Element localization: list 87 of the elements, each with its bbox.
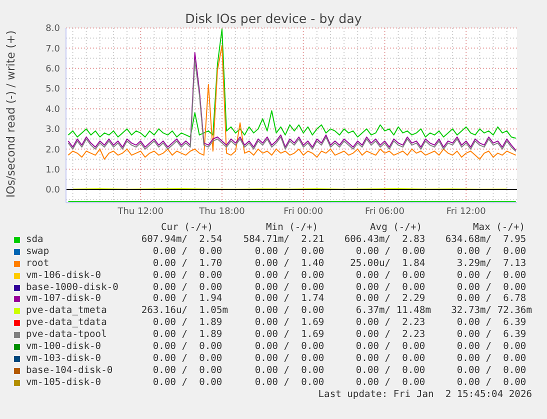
- text: 0.00 / 1.70: [152, 258, 222, 270]
- text: 0.00 / 0.00: [254, 341, 324, 353]
- x-tick-label: Fri 00:00: [284, 206, 324, 217]
- chart-title: Disk IOs per device - by day: [185, 11, 362, 26]
- text: 0.00 / 0.00: [152, 246, 222, 258]
- legend-label: vm-105-disk-0: [26, 376, 102, 389]
- y-tick-label: 0.0: [46, 186, 60, 196]
- text: 0.00 / 0.00: [456, 376, 526, 389]
- y-tick-label: 3.0: [46, 125, 60, 136]
- text: 0.00 / 0.00: [152, 270, 222, 282]
- x-tick-label: Fri 12:00: [446, 206, 486, 217]
- text: 25.00u/ 1.84: [350, 258, 426, 270]
- text: 0.00 / 0.00: [456, 246, 526, 258]
- text: 0.00 / 0.00: [456, 282, 526, 294]
- text: 3.29m/ 7.13: [456, 258, 526, 270]
- text: 0.00 / 1.74: [254, 293, 324, 306]
- text: 0.00 / 1.94: [152, 293, 222, 306]
- text: 0.00 / 0.00: [356, 282, 426, 294]
- text: 584.71m/ 2.21: [243, 234, 324, 246]
- text: 0.00 / 1.89: [152, 317, 222, 330]
- y-tick-label: 7.0: [46, 44, 60, 54]
- text: 0.00 / 0.00: [254, 270, 324, 282]
- y-tick-label: 6.0: [46, 64, 60, 75]
- text: 0.00 / 0.00: [456, 352, 526, 365]
- text: 0.00 / 0.00: [254, 376, 324, 389]
- text: 0.00 / 0.00: [356, 270, 426, 282]
- text: 0.00 / 6.39: [456, 317, 526, 330]
- text: 0.00 / 0.00: [356, 246, 426, 258]
- text: Avg (-/+): [370, 222, 422, 234]
- text: 0.00 / 0.00: [456, 364, 526, 377]
- y-tick-label: 8.0: [46, 24, 60, 34]
- text: 0.00 / 0.00: [254, 305, 324, 318]
- text: 0.00 / 1.69: [254, 329, 324, 342]
- legend-label: base-104-disk-0: [26, 364, 113, 377]
- text: 0.00 / 0.00: [254, 352, 324, 365]
- legend-label: vm-106-disk-0: [26, 270, 102, 282]
- text: 0.00 / 1.69: [254, 317, 324, 330]
- x-tick-label: Fri 06:00: [364, 206, 405, 217]
- legend-label: vm-107-disk-0: [26, 293, 102, 306]
- y-tick-label: 5.0: [46, 84, 60, 95]
- legend-label: vm-100-disk-0: [26, 341, 102, 353]
- text: 0.00 / 6.39: [456, 329, 526, 342]
- text: 0.00 / 2.23: [356, 329, 426, 342]
- text: 0.00 / 0.00: [356, 352, 426, 365]
- legend-label: root: [26, 258, 50, 270]
- text: 6.37m/ 11.48m: [356, 305, 431, 318]
- text: 606.43m/ 2.83: [344, 234, 426, 246]
- text: 0.00 / 0.00: [152, 376, 222, 389]
- y-axis-title: IOs/second read (-) / write (+): [4, 30, 18, 198]
- legend-label: pve-data_tmeta: [26, 305, 107, 318]
- x-tick-label: Thu 12:00: [116, 206, 164, 217]
- text: 0.00 / 2.29: [356, 293, 426, 306]
- y-tick-label: 1.0: [46, 165, 60, 176]
- text: 0.00 / 0.00: [254, 246, 324, 258]
- text: 0.00 / 0.00: [152, 352, 222, 365]
- text: 0.00 / 2.23: [356, 317, 426, 330]
- text: Last update: Fri Jan 2 15:45:04 2026: [318, 388, 532, 401]
- text: 32.73m/ 72.36m: [451, 305, 532, 318]
- text: 263.16u/ 1.05m: [141, 305, 228, 318]
- y-tick-label: 4.0: [46, 104, 60, 115]
- text: 607.94m/ 2.54: [141, 234, 222, 246]
- legend-label: swap: [26, 246, 50, 258]
- text: 0.00 / 0.00: [456, 270, 526, 282]
- text: 0.00 / 0.00: [356, 341, 426, 353]
- text: 0.00 / 0.00: [152, 364, 222, 377]
- legend-label: sda: [26, 234, 44, 246]
- legend-label: pve-data_tdata: [26, 317, 107, 330]
- text: 0.00 / 0.00: [356, 364, 426, 377]
- x-tick-label: Thu 18:00: [198, 206, 246, 217]
- text: Cur (-/+): [161, 222, 213, 234]
- text: Min (-/+): [266, 222, 318, 234]
- text: 0.00 / 1.89: [152, 329, 222, 342]
- text: 0.00 / 0.00: [152, 341, 222, 353]
- text: 0.00 / 0.00: [456, 341, 526, 353]
- text: Max (-/+): [473, 222, 525, 234]
- legend-label: pve-data-tpool: [26, 329, 107, 342]
- text: 634.68m/ 7.95: [445, 234, 526, 246]
- text: 0.00 / 1.40: [254, 258, 324, 270]
- text: 0.00 / 0.00: [254, 282, 324, 294]
- line-series: [68, 28, 516, 139]
- legend-label: base-1000-disk-0: [26, 282, 118, 294]
- text: 0.00 / 0.00: [254, 364, 324, 377]
- y-tick-label: 2.0: [46, 145, 60, 156]
- legend-label: vm-103-disk-0: [26, 352, 102, 365]
- text: 0.00 / 0.00: [152, 282, 222, 294]
- text: 0.00 / 6.78: [456, 293, 526, 306]
- text: 0.00 / 0.00: [356, 376, 426, 389]
